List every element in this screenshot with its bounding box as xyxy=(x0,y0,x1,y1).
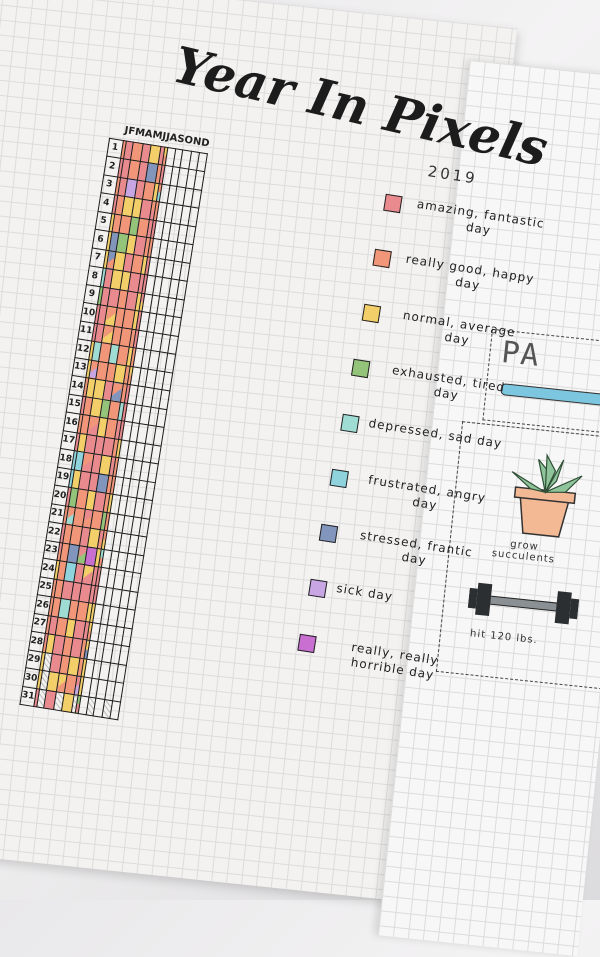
legend-swatch xyxy=(329,468,349,489)
dumbbell-icon xyxy=(466,578,580,633)
legend-swatch xyxy=(361,303,382,324)
legend-swatch xyxy=(318,523,339,544)
legend-swatch xyxy=(350,358,371,379)
right-journal-page: PA grow succulents hit 120 lbs. xyxy=(378,60,600,957)
legend-swatch xyxy=(340,413,360,434)
legend-swatch xyxy=(297,633,317,654)
legend-swatch xyxy=(372,248,392,269)
legend-swatch xyxy=(383,193,403,214)
legend-swatch xyxy=(308,578,328,599)
succulent-icon xyxy=(500,446,589,548)
